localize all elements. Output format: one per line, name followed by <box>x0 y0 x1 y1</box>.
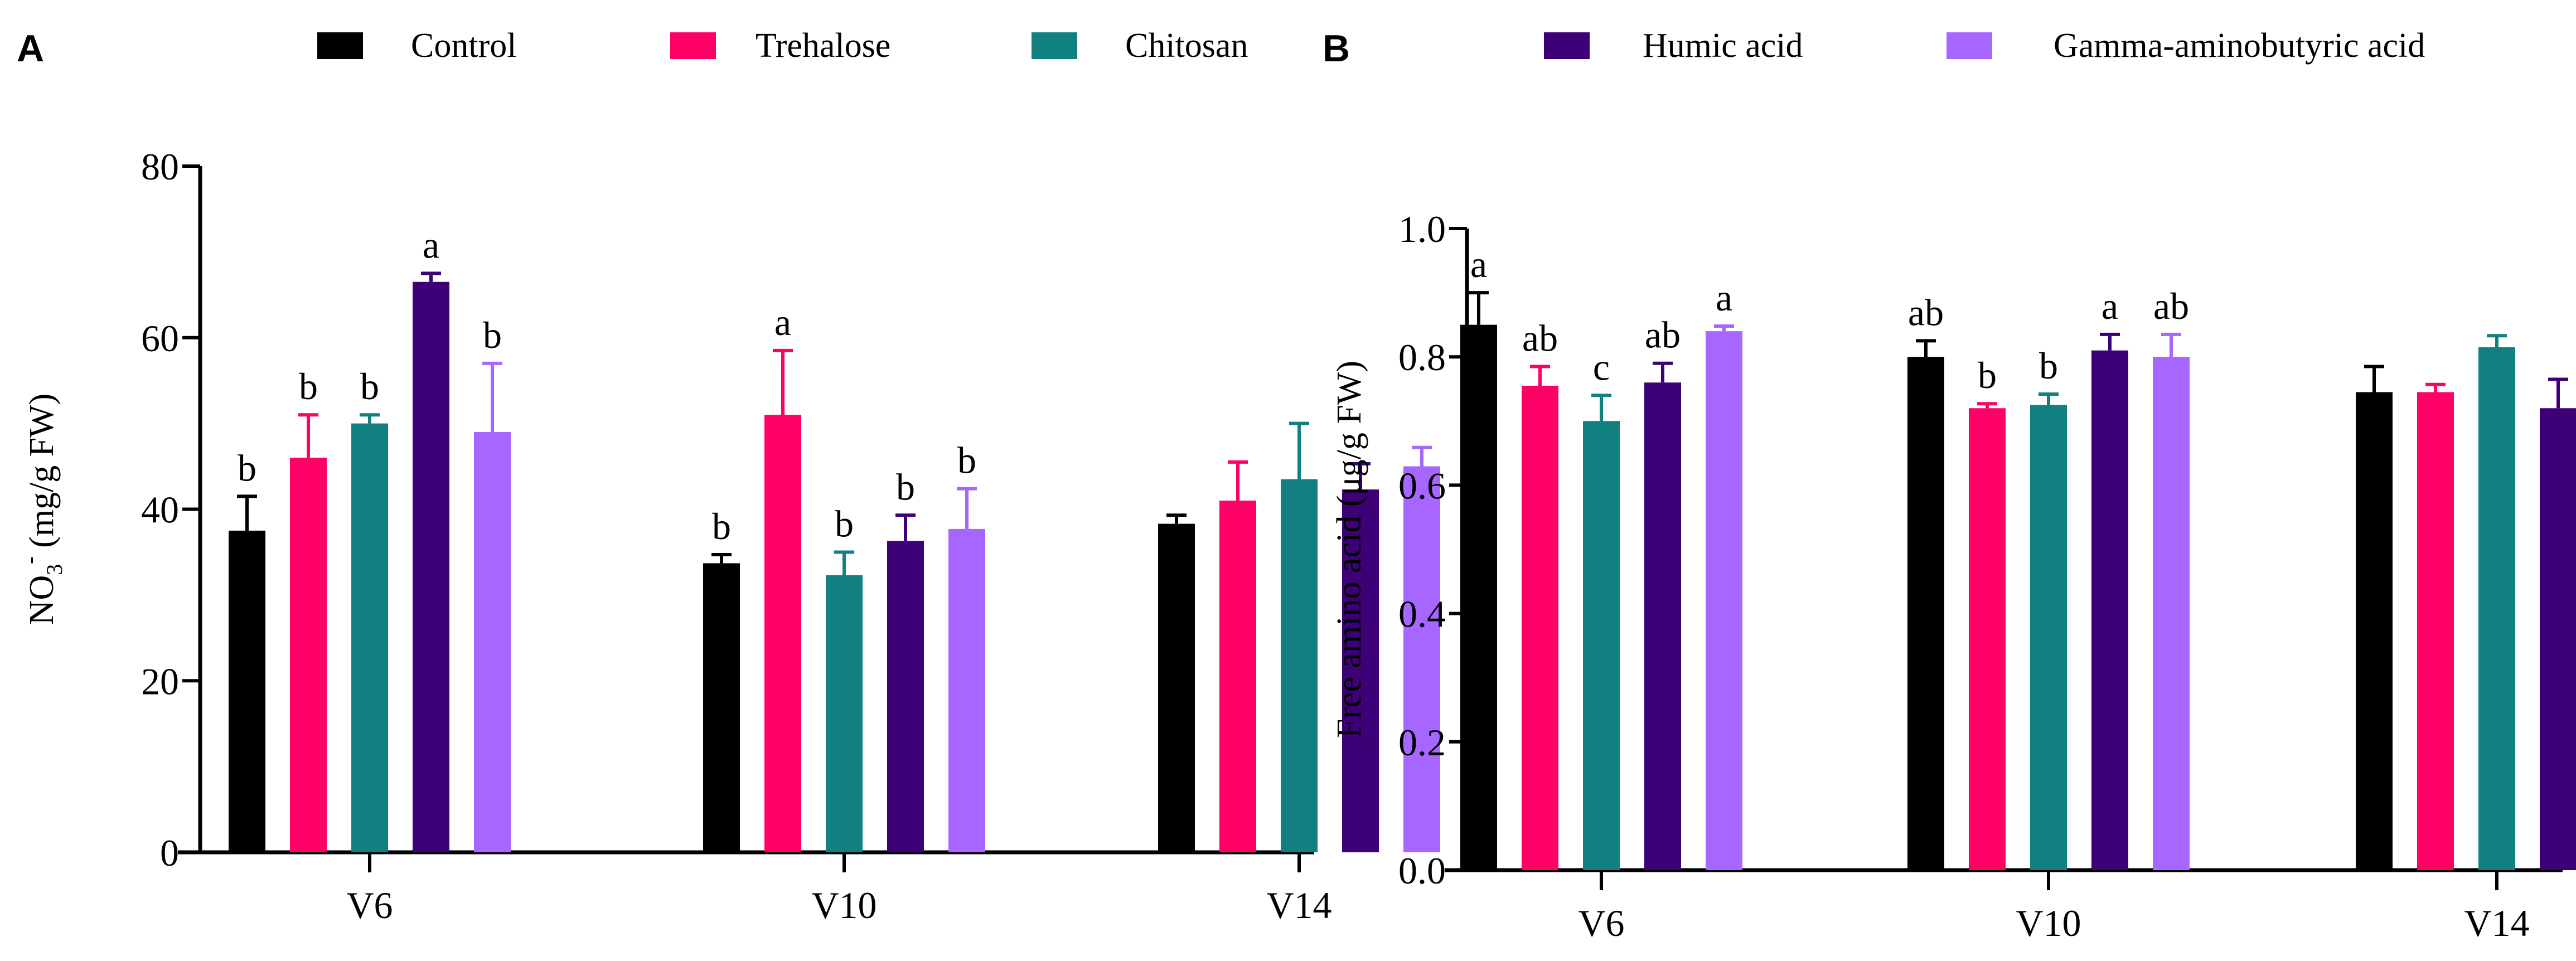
bar <box>1969 408 2006 870</box>
x-tick-label: V14 <box>1266 884 1331 926</box>
significance-letter: b <box>483 314 502 356</box>
chart-b: 0.0 0.2 0.4 0.6 0.8 1.0 Free amino acid (μg/g … <box>1330 208 2576 944</box>
y-tick-label: 0.0 <box>1398 850 1446 892</box>
legend-label: Gamma-aminobutyric acid <box>2054 27 2425 65</box>
panel-label-a: A <box>17 27 44 70</box>
x-tick-label: V10 <box>811 884 877 926</box>
x-tick-label: V10 <box>2016 902 2081 944</box>
significance-letter: a <box>1470 243 1487 285</box>
bar <box>1403 466 1440 852</box>
bar <box>1219 501 1256 852</box>
legend-swatch <box>317 32 363 59</box>
bar <box>413 281 449 852</box>
legend-label: Humic acid <box>1643 27 1803 65</box>
bar <box>2356 392 2393 870</box>
significance-letter: ab <box>1908 291 1944 333</box>
bar <box>2540 408 2576 870</box>
significance-letter: ab <box>1645 314 1681 356</box>
x-tick-label: V6 <box>1578 902 1624 944</box>
legend-label: Trehalose <box>756 27 890 65</box>
significance-letter: b <box>712 505 731 547</box>
y-tick-label: 60 <box>141 317 179 360</box>
legend-swatch <box>1946 32 1992 59</box>
panel-label-b: B <box>1323 27 1350 70</box>
significance-letter: a <box>774 301 791 343</box>
significance-letter: a <box>423 224 439 266</box>
significance-letter: c <box>1593 346 1610 388</box>
bar <box>1644 382 1681 870</box>
y-tick-label: 40 <box>141 489 179 531</box>
legend-swatch <box>670 32 716 59</box>
bar <box>290 458 327 852</box>
significance-letter: a <box>1716 276 1732 319</box>
y-tick-label: 20 <box>141 660 179 702</box>
bar <box>1460 324 1497 870</box>
x-tick-label: V6 <box>346 884 393 926</box>
significance-letter: b <box>299 365 318 407</box>
bar <box>474 432 511 852</box>
legend: Control Trehalose Chitosan Humic acid Gamma-… <box>317 27 2425 65</box>
significance-letter: ab <box>2153 285 2189 327</box>
bar <box>1706 331 1742 870</box>
y-tick-label: 0.8 <box>1398 336 1446 378</box>
bar <box>2417 392 2454 870</box>
significance-letter: b <box>896 465 915 508</box>
bar <box>1583 421 1620 870</box>
legend-swatch <box>1544 32 1590 59</box>
significance-letter: b <box>1978 354 1997 396</box>
significance-letter: b <box>2039 344 2058 387</box>
y-tick-label: 80 <box>141 145 179 188</box>
legend-label: Control <box>411 27 516 65</box>
y-tick-label: 1.0 <box>1398 208 1446 250</box>
bar <box>1281 479 1318 852</box>
bar <box>2478 347 2515 870</box>
y-tick-label: 0.6 <box>1398 464 1446 507</box>
bar <box>1158 523 1195 852</box>
y-axis-label: Free amino acid (μg/g FW) <box>1330 361 1368 738</box>
significance-letter: b <box>238 446 256 489</box>
y-tick-label: 0 <box>160 832 179 874</box>
significance-letter: b <box>360 365 379 407</box>
y-tick-label: 0.4 <box>1398 593 1446 635</box>
bar <box>351 423 388 852</box>
legend-swatch <box>1032 32 1077 59</box>
bar <box>948 528 985 852</box>
y-tick-label: 0.2 <box>1398 721 1446 764</box>
significance-letter: a <box>2102 285 2118 327</box>
bar <box>2030 405 2067 870</box>
bar <box>1907 357 1944 870</box>
bar <box>887 541 924 852</box>
significance-letter: ab <box>1522 317 1558 359</box>
bar <box>703 563 740 852</box>
bar <box>229 530 265 852</box>
significance-letter: b <box>835 502 854 545</box>
x-tick-label: V14 <box>2464 902 2529 944</box>
bar <box>2091 350 2128 870</box>
bar <box>764 415 801 852</box>
y-axis-label: NO3- (mg/g FW) <box>17 394 67 625</box>
bar <box>2153 357 2190 870</box>
bar <box>1522 385 1558 870</box>
bar <box>1342 489 1379 852</box>
significance-letter: b <box>957 439 976 482</box>
legend-label: Chitosan <box>1125 27 1248 65</box>
bar <box>826 575 863 852</box>
